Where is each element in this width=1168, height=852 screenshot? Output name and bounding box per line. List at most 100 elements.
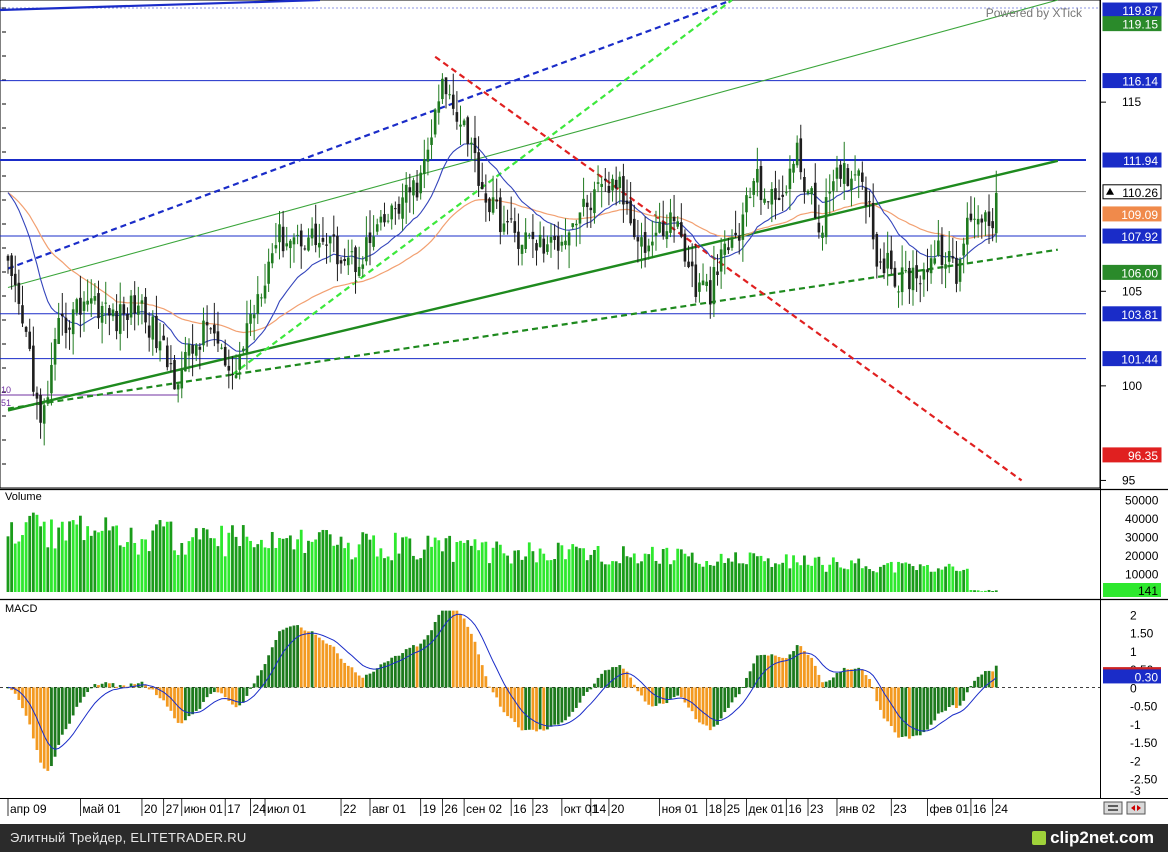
macd-bar bbox=[632, 684, 636, 688]
macd-bar bbox=[527, 687, 531, 730]
candle-body bbox=[451, 94, 455, 109]
volume-bar bbox=[611, 561, 614, 592]
volume-bar bbox=[690, 552, 694, 592]
candle-body bbox=[661, 222, 665, 237]
candle-body bbox=[868, 201, 871, 203]
macd-bar bbox=[524, 687, 528, 731]
candle-body bbox=[882, 258, 886, 274]
macd-bar bbox=[752, 663, 756, 688]
time-tick-label: 23 bbox=[535, 802, 549, 816]
volume-bar bbox=[788, 568, 792, 592]
volume-bar bbox=[24, 522, 28, 592]
macd-bar bbox=[260, 670, 263, 688]
volume-bar bbox=[698, 563, 701, 592]
candle-body bbox=[853, 174, 857, 176]
macd-bar bbox=[202, 687, 205, 702]
candle-body bbox=[325, 244, 328, 246]
volume-bar bbox=[632, 553, 636, 592]
candle-body bbox=[53, 339, 57, 365]
volume-bar bbox=[879, 566, 882, 592]
macd-bar bbox=[676, 687, 680, 696]
clip2net-icon bbox=[1032, 831, 1047, 845]
macd-signal-line bbox=[7, 613, 997, 750]
macd-bar bbox=[535, 687, 538, 732]
macd-bar bbox=[879, 687, 882, 710]
volume-bar bbox=[21, 535, 24, 592]
candle-body bbox=[893, 267, 897, 287]
candle-body bbox=[133, 295, 136, 314]
volume-bar bbox=[965, 568, 969, 592]
candle-body bbox=[310, 228, 314, 239]
macd-bar bbox=[694, 687, 698, 720]
candle-body bbox=[57, 317, 60, 344]
volume-bar bbox=[498, 544, 502, 592]
volume-bar bbox=[274, 547, 278, 592]
volume-bar bbox=[792, 555, 795, 592]
macd-bar bbox=[585, 687, 589, 692]
macd-tick-label: 1 bbox=[1130, 645, 1137, 659]
candle-body bbox=[973, 218, 976, 220]
stock-chart[interactable]: 11510510095500004000030000200001000021.5… bbox=[0, 0, 1168, 824]
candle-body bbox=[636, 237, 640, 242]
macd-bar bbox=[249, 687, 252, 689]
macd-bar bbox=[495, 687, 499, 698]
candle-body bbox=[499, 197, 502, 233]
volume-bar bbox=[484, 541, 488, 592]
candle-body bbox=[343, 259, 346, 262]
macd-bar bbox=[882, 687, 886, 719]
candle-body bbox=[777, 197, 781, 200]
volume-bar bbox=[900, 563, 904, 592]
candle-body bbox=[332, 234, 336, 237]
macd-bar bbox=[288, 626, 292, 688]
macd-bar bbox=[426, 635, 430, 688]
macd-bar bbox=[372, 671, 376, 688]
macd-bar bbox=[549, 687, 553, 727]
macd-bar bbox=[118, 685, 122, 688]
volume-bar bbox=[936, 568, 940, 592]
price-label-109-09: 109.09 bbox=[1102, 206, 1162, 222]
macd-bar bbox=[643, 687, 647, 702]
macd-bar bbox=[419, 643, 423, 688]
candle-body bbox=[803, 177, 806, 193]
macd-bar bbox=[79, 687, 82, 703]
volume-bar bbox=[669, 564, 672, 592]
candle-body bbox=[980, 218, 984, 223]
candle-body bbox=[397, 203, 401, 214]
macd-bar bbox=[343, 662, 347, 688]
candle-body bbox=[929, 258, 933, 274]
candle-body bbox=[39, 394, 42, 423]
macd-bar bbox=[828, 680, 832, 688]
left-tag-1: 10 bbox=[1, 385, 11, 395]
candle-body bbox=[933, 258, 937, 264]
candle-body bbox=[817, 222, 821, 233]
volume-bar bbox=[770, 566, 774, 592]
candle-body bbox=[741, 214, 745, 240]
macd-bar bbox=[864, 675, 868, 688]
volume-bar bbox=[477, 550, 480, 592]
macd-bar bbox=[853, 668, 857, 688]
volume-bar bbox=[542, 553, 546, 592]
candle-body bbox=[770, 188, 774, 205]
candle-body bbox=[144, 296, 147, 323]
candle-body bbox=[527, 234, 531, 236]
candle-body bbox=[813, 182, 817, 219]
macd-tick-label: 0 bbox=[1130, 681, 1137, 695]
macd-bar bbox=[723, 687, 727, 713]
macd-bar bbox=[622, 668, 625, 688]
candle-body bbox=[336, 235, 339, 265]
candle-body bbox=[169, 363, 173, 365]
candle-body bbox=[433, 109, 437, 135]
volume-bar bbox=[441, 551, 444, 592]
macd-bar bbox=[68, 687, 71, 724]
candle-body bbox=[28, 331, 32, 349]
scale-button[interactable] bbox=[1103, 801, 1123, 815]
volume-bar bbox=[574, 546, 578, 592]
volume-bar bbox=[687, 556, 690, 592]
candle-body bbox=[897, 291, 900, 293]
volume-bar bbox=[951, 566, 955, 592]
volume-bar bbox=[238, 546, 242, 592]
candle-body bbox=[365, 237, 368, 262]
macd-bar bbox=[629, 677, 633, 688]
volume-bar bbox=[726, 558, 730, 592]
swap-button[interactable] bbox=[1126, 801, 1146, 815]
